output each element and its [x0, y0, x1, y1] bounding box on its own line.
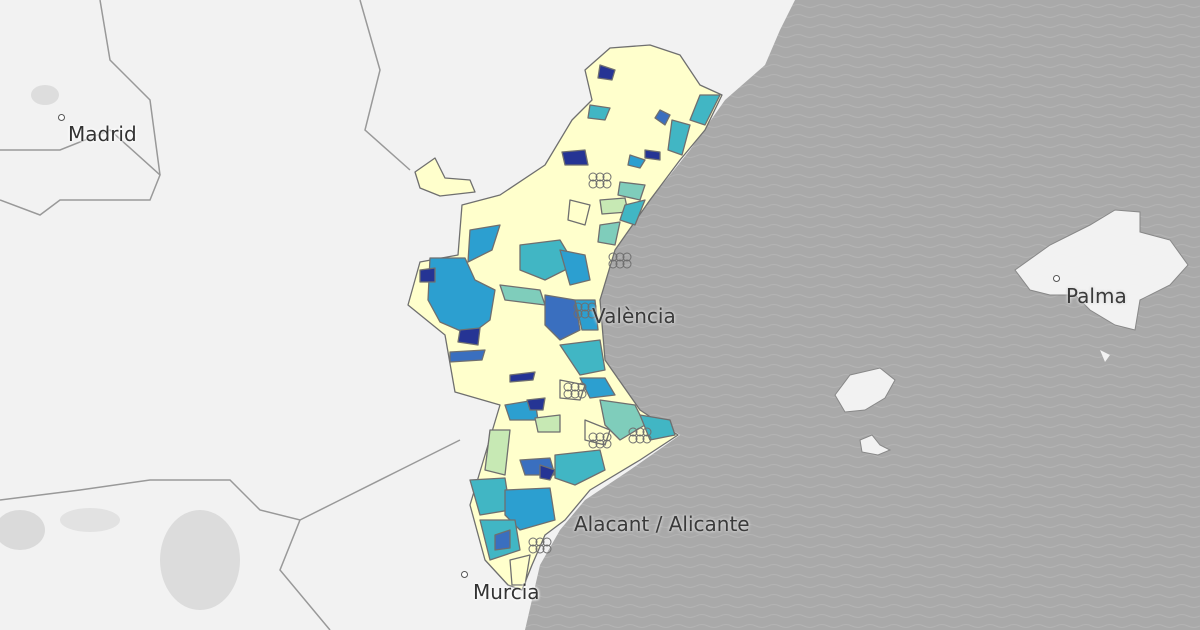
municipality-border [608, 252, 618, 262]
municipality-border [595, 172, 605, 182]
city-dot-palma [1053, 275, 1060, 282]
municipality-border [573, 309, 583, 319]
city-label-alicante: Alacant / Alicante [574, 512, 750, 536]
municipality-border [563, 382, 573, 392]
municipality [457, 327, 481, 346]
municipality [484, 429, 511, 476]
municipality-border [615, 259, 625, 269]
municipality [559, 249, 591, 286]
municipality [579, 377, 616, 399]
municipality [619, 199, 646, 226]
municipality [504, 487, 556, 531]
municipality-border [587, 302, 597, 312]
municipality [509, 554, 531, 586]
municipality-border [615, 252, 625, 262]
municipality-border [580, 302, 590, 312]
municipality [427, 257, 496, 336]
municipality-border [622, 252, 632, 262]
municipality-border [602, 179, 612, 189]
municipality [554, 449, 606, 486]
municipality [644, 149, 661, 161]
municipality-border [580, 309, 590, 319]
municipality-border [577, 389, 587, 399]
island-ibiza [834, 367, 896, 413]
municipality [627, 154, 646, 169]
municipality-border [595, 179, 605, 189]
municipality-border [642, 427, 652, 437]
island-mallorca [1014, 209, 1189, 331]
municipality-border [622, 259, 632, 269]
municipality-border [588, 439, 598, 449]
choropleth-region [407, 44, 723, 591]
municipality [597, 64, 616, 81]
municipality-border [563, 389, 573, 399]
municipality-border [577, 382, 587, 392]
municipality [544, 294, 581, 341]
municipality-border [595, 439, 605, 449]
rincon-de-ademuz [414, 157, 476, 197]
island-menorca-fragment [1100, 350, 1110, 362]
municipality-border [573, 302, 583, 312]
municipality [419, 267, 436, 283]
municipality-border [602, 172, 612, 182]
municipality [561, 149, 589, 166]
municipality-border [642, 434, 652, 444]
municipality-border [528, 544, 538, 554]
sea [525, 0, 1200, 630]
municipality-border [570, 382, 580, 392]
municipality [689, 94, 721, 126]
municipality [494, 529, 511, 551]
municipality [617, 181, 646, 201]
municipality [467, 224, 501, 263]
municipality-border [602, 432, 612, 442]
municipality [534, 414, 561, 433]
municipality-border [602, 439, 612, 449]
municipality-border [587, 309, 597, 319]
municipality-border [535, 537, 545, 547]
municipality-border [628, 434, 638, 444]
municipality-border [542, 544, 552, 554]
city-label-madrid: Madrid [68, 122, 137, 146]
municipality [654, 109, 671, 126]
municipality [539, 464, 556, 481]
municipality [597, 221, 621, 246]
municipality-border [595, 432, 605, 442]
municipality [509, 371, 536, 383]
island-formentera [859, 434, 892, 456]
municipality-border [588, 172, 598, 182]
municipality-border [635, 427, 645, 437]
municipality [449, 349, 486, 363]
city-label-murcia: Murcia [473, 580, 540, 604]
city-label-valencia: València [592, 304, 676, 328]
city-label-palma: Palma [1066, 284, 1127, 308]
municipality [599, 399, 646, 441]
municipality-border [542, 537, 552, 547]
city-dot-murcia [461, 571, 468, 578]
municipality-border [628, 427, 638, 437]
municipality-border [635, 434, 645, 444]
municipality [567, 199, 591, 226]
municipality-border [588, 179, 598, 189]
municipality [559, 339, 606, 376]
municipality-border [528, 537, 538, 547]
municipality [667, 119, 691, 156]
municipality-border [588, 432, 598, 442]
municipality-border [608, 259, 618, 269]
municipality-border [535, 544, 545, 554]
municipality [587, 104, 611, 121]
city-dot-madrid [58, 114, 65, 121]
municipality [639, 414, 676, 441]
municipality-border [570, 389, 580, 399]
municipality [526, 397, 546, 411]
